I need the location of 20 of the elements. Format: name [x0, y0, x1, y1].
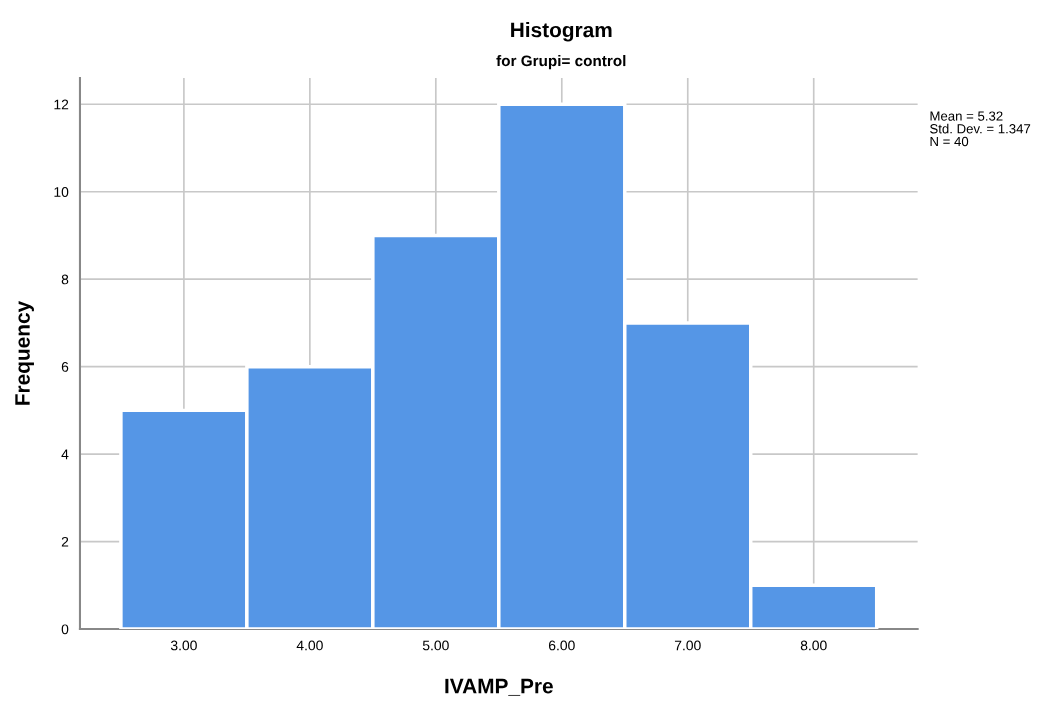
x-tick-label: 4.00 — [296, 640, 323, 651]
y-tick-label: 10 — [54, 187, 69, 197]
y-tick-label: 12 — [54, 99, 69, 110]
text: Mean = 5.32 — [930, 111, 1003, 121]
x-tick-label: 3.00 — [170, 640, 197, 651]
y-tick-label: 4 — [61, 449, 69, 460]
y-tick-label: 0 — [61, 624, 69, 635]
y-tick-label: 6 — [61, 361, 69, 372]
y-tick-label: 2 — [61, 536, 69, 547]
x-tick-label: 8.00 — [800, 640, 827, 651]
y-tick-label: 8 — [61, 274, 69, 285]
y-axis-title: Frequency — [15, 300, 34, 405]
chart-subtitle: for Grupi= control — [496, 55, 626, 70]
x-tick-label: 5.00 — [422, 640, 449, 651]
chart-title: Histogram — [511, 22, 612, 42]
x-axis-title: IVAMP_Pre — [445, 678, 553, 696]
text: Std. Dev. = 1.347 — [930, 123, 1031, 134]
x-tick-label: 6.00 — [548, 640, 575, 651]
x-tick-label: 7.00 — [674, 640, 701, 651]
text: N = 40 — [930, 136, 969, 147]
